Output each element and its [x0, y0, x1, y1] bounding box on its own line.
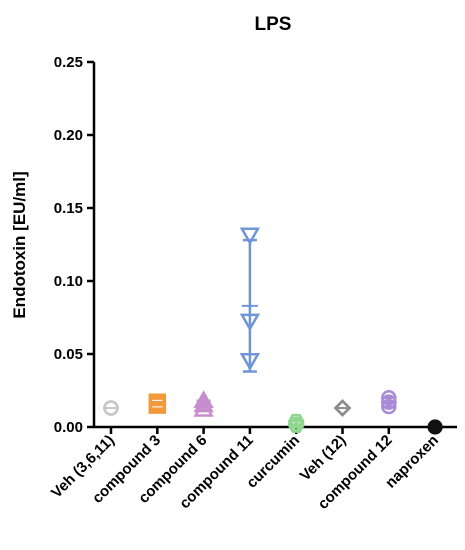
data-point	[239, 313, 261, 332]
series-group	[333, 399, 352, 417]
data-point	[148, 393, 167, 411]
data-point	[381, 398, 397, 415]
series-group	[427, 419, 444, 435]
series-group	[239, 227, 261, 373]
series-group	[103, 400, 119, 416]
y-tick-label: 0.00	[54, 419, 83, 436]
series-group	[193, 390, 214, 417]
data-point	[287, 413, 305, 429]
y-tick-label: 0.15	[54, 200, 83, 217]
data-point	[239, 227, 261, 246]
series-group	[287, 413, 305, 433]
data-point	[193, 398, 214, 417]
y-tick-label: 0.20	[54, 127, 83, 144]
y-axis-label: Endotoxin [EU/ml]	[10, 171, 29, 318]
data-marks	[103, 227, 444, 435]
data-point	[239, 353, 261, 371]
series-group	[148, 393, 167, 414]
data-point	[381, 390, 397, 406]
chart-title: LPS	[255, 14, 292, 35]
data-point	[333, 399, 352, 417]
y-tick-label: 0.10	[54, 273, 83, 290]
y-ticks: 0.00 0.05 0.10 0.15 0.20 0.25	[54, 54, 94, 436]
data-point	[193, 390, 214, 408]
series-group	[380, 390, 397, 415]
axes	[92, 62, 457, 429]
y-tick-label: 0.05	[54, 346, 83, 363]
y-tick-label: 0.25	[54, 54, 83, 71]
